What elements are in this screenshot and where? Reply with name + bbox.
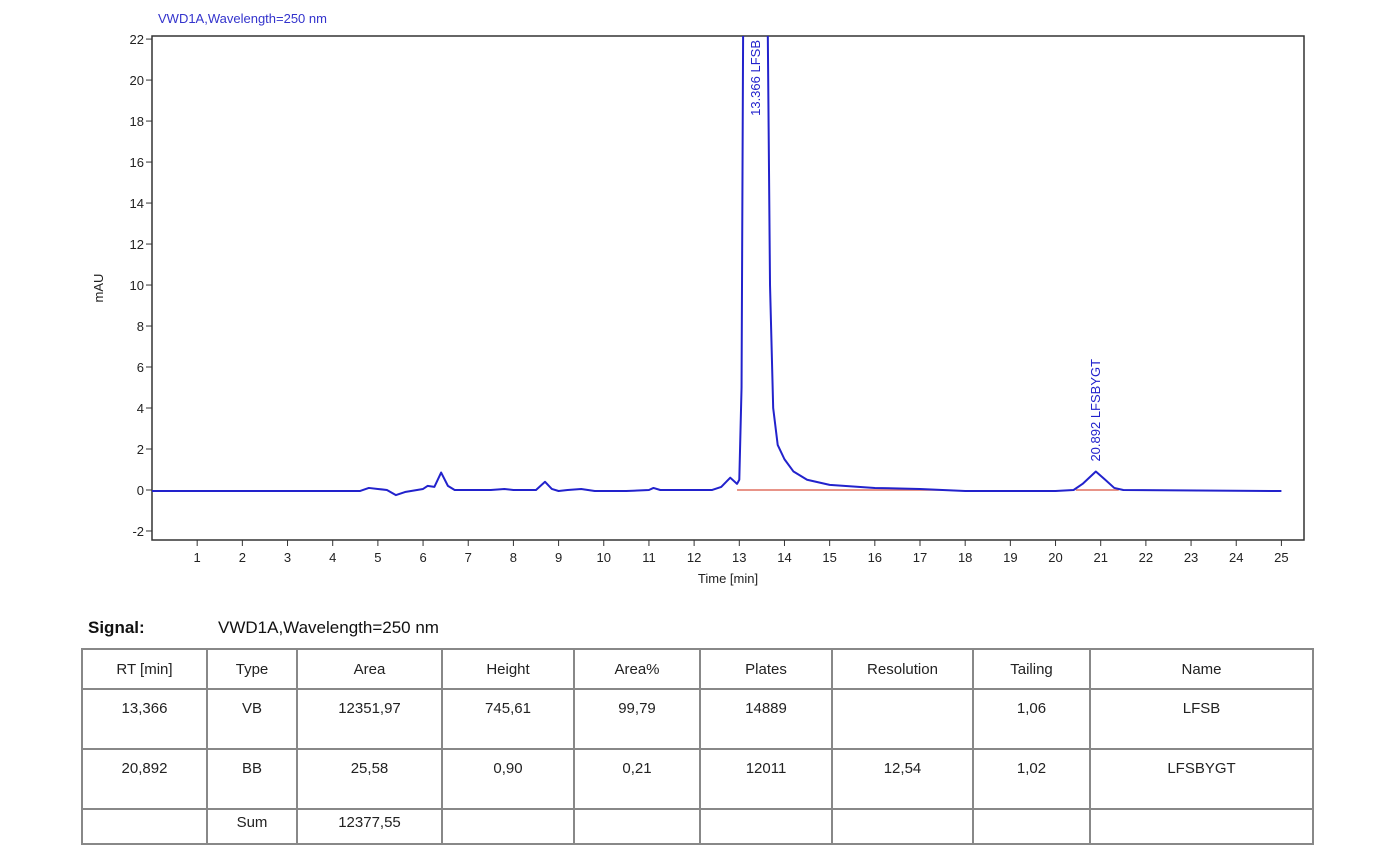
y-tick-label: 2 bbox=[137, 442, 144, 457]
y-tick-label: 0 bbox=[137, 483, 144, 498]
x-tick-label: 20 bbox=[1048, 550, 1062, 565]
table-cell: VB bbox=[206, 688, 298, 750]
column-header: Tailing bbox=[972, 648, 1091, 690]
x-tick-label: 18 bbox=[958, 550, 972, 565]
table-row: 13,366 VB 12351,97 745,61 99,79 14889 1,06 LFSB bbox=[81, 688, 1314, 750]
x-tick-label: 12 bbox=[687, 550, 701, 565]
y-tick-label: 10 bbox=[130, 278, 144, 293]
x-tick-label: 5 bbox=[374, 550, 381, 565]
y-tick-label: 14 bbox=[130, 196, 144, 211]
column-header: Height bbox=[441, 648, 575, 690]
x-tick-label: 15 bbox=[822, 550, 836, 565]
y-tick-label: 18 bbox=[130, 114, 144, 129]
table-cell: BB bbox=[206, 748, 298, 810]
table-cell bbox=[573, 808, 701, 845]
x-tick-label: 2 bbox=[239, 550, 246, 565]
x-tick-label: 23 bbox=[1184, 550, 1198, 565]
x-tick-label: 3 bbox=[284, 550, 291, 565]
plot-frame bbox=[151, 35, 1305, 541]
table-cell: 12377,55 bbox=[296, 808, 443, 845]
table-cell: 12,54 bbox=[831, 748, 974, 810]
table-cell: 14889 bbox=[699, 688, 833, 750]
y-axis-label: mAU bbox=[91, 274, 106, 303]
x-tick-label: 7 bbox=[465, 550, 472, 565]
table-cell: 13,366 bbox=[81, 688, 208, 750]
x-tick-label: 6 bbox=[419, 550, 426, 565]
table-cell: 99,79 bbox=[573, 688, 701, 750]
column-header: Resolution bbox=[831, 648, 974, 690]
x-tick-label: 8 bbox=[510, 550, 517, 565]
table-cell: 12011 bbox=[699, 748, 833, 810]
y-tick-label: 8 bbox=[137, 319, 144, 334]
y-tick-label: 12 bbox=[130, 237, 144, 252]
x-tick-label: 25 bbox=[1274, 550, 1288, 565]
y-tick-label: 6 bbox=[137, 360, 144, 375]
signal-line: Signal: VWD1A,Wavelength=250 nm bbox=[88, 618, 439, 638]
peak-label: 13.366 LFSB bbox=[748, 40, 763, 116]
x-tick-label: 16 bbox=[868, 550, 882, 565]
table-cell: Sum bbox=[206, 808, 298, 845]
x-tick-label: 11 bbox=[642, 550, 656, 565]
column-header: Area% bbox=[573, 648, 701, 690]
signal-trace bbox=[152, 36, 1282, 497]
y-tick-label: 16 bbox=[130, 155, 144, 170]
table-cell bbox=[831, 688, 974, 750]
y-tick-label: -2 bbox=[132, 524, 144, 539]
peak-table: RT [min] Type Area Height Area% Plates Resolut… bbox=[81, 648, 1314, 845]
signal-value: VWD1A,Wavelength=250 nm bbox=[218, 618, 439, 637]
chart-title: VWD1A,Wavelength=250 nm bbox=[158, 11, 327, 26]
table-cell: 12351,97 bbox=[296, 688, 443, 750]
table-cell bbox=[831, 808, 974, 845]
table-cell: 20,892 bbox=[81, 748, 208, 810]
table-cell bbox=[1089, 808, 1314, 845]
x-tick-label: 24 bbox=[1229, 550, 1243, 565]
table-cell: 0,90 bbox=[441, 748, 575, 810]
table-cell: LFSBYGT bbox=[1089, 748, 1314, 810]
y-tick-label: 22 bbox=[130, 32, 144, 47]
table-cell: 745,61 bbox=[441, 688, 575, 750]
signal-label: Signal: bbox=[88, 618, 145, 637]
x-tick-label: 19 bbox=[1003, 550, 1017, 565]
table-cell: 1,06 bbox=[972, 688, 1091, 750]
column-header: Area bbox=[296, 648, 443, 690]
table-cell bbox=[699, 808, 833, 845]
table-cell: 1,02 bbox=[972, 748, 1091, 810]
x-tick-label: 14 bbox=[777, 550, 791, 565]
x-tick-label: 21 bbox=[1093, 550, 1107, 565]
table-header-row: RT [min] Type Area Height Area% Plates Resolut… bbox=[81, 648, 1314, 690]
table-cell bbox=[441, 808, 575, 845]
column-header: RT [min] bbox=[81, 648, 208, 690]
x-tick-label: 13 bbox=[732, 550, 746, 565]
table-cell bbox=[81, 808, 208, 845]
x-axis-label: Time [min] bbox=[698, 571, 758, 586]
y-tick-label: 20 bbox=[130, 73, 144, 88]
peak-label: 20.892 LFSBYGT bbox=[1088, 359, 1103, 462]
chromatogram-chart: VWD1A,Wavelength=250 nm 1 2 3 4 5 6 7 8 9 10 11 12 1… bbox=[91, 11, 1305, 586]
x-tick-label: 22 bbox=[1139, 550, 1153, 565]
column-header: Plates bbox=[699, 648, 833, 690]
y-tick-label: 4 bbox=[137, 401, 144, 416]
column-header: Type bbox=[206, 648, 298, 690]
column-header: Name bbox=[1089, 648, 1314, 690]
x-tick-label: 4 bbox=[329, 550, 336, 565]
x-tick-label: 17 bbox=[913, 550, 927, 565]
table-cell bbox=[972, 808, 1091, 845]
x-tick-label: 10 bbox=[597, 550, 611, 565]
table-row: Sum 12377,55 bbox=[81, 808, 1314, 845]
x-tick-label: 1 bbox=[194, 550, 201, 565]
table-row: 20,892 BB 25,58 0,90 0,21 12011 12,54 1,02 LFSBY… bbox=[81, 748, 1314, 810]
table-cell: 0,21 bbox=[573, 748, 701, 810]
x-tick-label: 9 bbox=[555, 550, 562, 565]
table-cell: 25,58 bbox=[296, 748, 443, 810]
table-cell: LFSB bbox=[1089, 688, 1314, 750]
